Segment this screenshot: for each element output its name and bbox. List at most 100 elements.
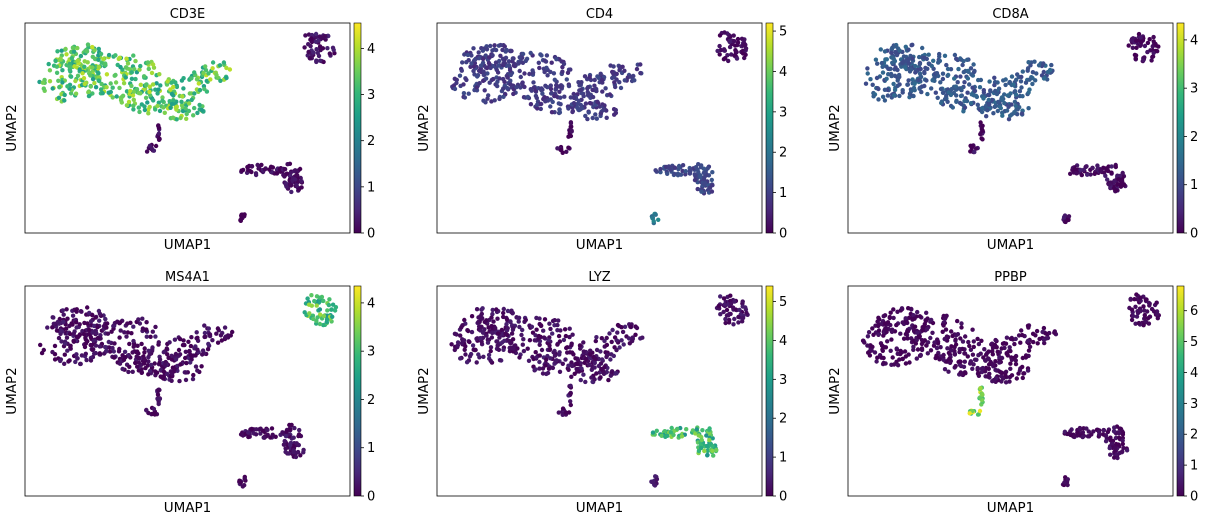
cell-point xyxy=(96,46,102,52)
cell-point xyxy=(601,107,606,113)
cell-point xyxy=(550,365,555,370)
cell-point xyxy=(133,76,138,82)
cell-point xyxy=(665,171,670,176)
cell-point xyxy=(947,356,952,361)
cell-point xyxy=(528,102,534,107)
cell-point xyxy=(200,348,206,353)
cell-point xyxy=(566,134,571,139)
colorbar-tick-label: 1 xyxy=(1190,178,1198,193)
cell-point xyxy=(469,53,474,58)
colorbar-tick-label: 2 xyxy=(1190,428,1198,443)
cell-point xyxy=(882,98,888,103)
cell-point xyxy=(1052,329,1058,334)
cell-point xyxy=(594,347,600,353)
cell-point xyxy=(289,189,294,195)
cell-point xyxy=(199,364,204,369)
cell-point xyxy=(1120,438,1125,443)
cell-point xyxy=(81,76,87,81)
cell-point xyxy=(1113,164,1119,170)
cell-point xyxy=(579,91,584,96)
cell-point xyxy=(1114,441,1119,447)
cell-point xyxy=(1027,344,1033,349)
cell-point xyxy=(976,341,982,347)
cell-point xyxy=(614,347,619,353)
cell-point xyxy=(565,70,571,76)
cell-point xyxy=(535,106,540,111)
cell-point xyxy=(181,86,186,91)
cell-point xyxy=(533,350,538,355)
cell-point xyxy=(870,326,875,331)
panel-title: PPBP xyxy=(994,270,1027,285)
cell-point xyxy=(474,360,479,365)
cell-point xyxy=(1121,182,1127,188)
cell-point xyxy=(1007,345,1012,350)
cell-point xyxy=(131,103,136,109)
cell-point xyxy=(50,325,55,330)
cell-point xyxy=(1120,441,1126,447)
cell-point xyxy=(653,168,658,173)
cell-point xyxy=(1011,82,1016,87)
cell-point xyxy=(1033,333,1038,338)
cell-point xyxy=(590,115,595,121)
cell-point xyxy=(542,58,547,63)
cell-point xyxy=(715,48,720,54)
cell-point xyxy=(633,332,638,337)
cell-point xyxy=(460,60,465,65)
cell-point xyxy=(143,365,148,371)
cell-point xyxy=(558,84,564,90)
cell-point xyxy=(189,335,194,340)
cell-point xyxy=(1026,106,1031,111)
cell-point xyxy=(558,328,563,333)
cell-point xyxy=(895,351,900,356)
cell-point xyxy=(721,47,727,52)
cell-point xyxy=(66,359,71,364)
cell-point xyxy=(566,106,571,111)
cell-point xyxy=(543,99,548,104)
colorbar-tick-label: 3 xyxy=(1190,397,1198,412)
cell-point xyxy=(740,315,746,321)
cell-point xyxy=(165,79,170,84)
cell-point xyxy=(1133,38,1139,43)
cell-point xyxy=(915,330,920,335)
cell-point xyxy=(88,342,93,348)
cell-point xyxy=(321,313,327,319)
cell-point xyxy=(62,341,68,346)
cell-point xyxy=(1000,97,1005,103)
cell-point xyxy=(166,355,171,361)
cluster-small-strip xyxy=(1061,213,1072,225)
cell-point xyxy=(77,67,82,72)
cell-point xyxy=(137,67,142,72)
cell-point xyxy=(1113,446,1118,451)
cell-point xyxy=(912,81,917,87)
cell-point xyxy=(1072,166,1077,172)
cell-point xyxy=(653,211,658,217)
cell-point xyxy=(559,147,564,153)
cell-point xyxy=(72,64,77,69)
cell-point xyxy=(206,341,211,347)
cell-point xyxy=(699,445,704,451)
cluster-t-cell-island xyxy=(449,306,645,385)
cell-point xyxy=(557,369,563,374)
cell-point xyxy=(894,346,899,351)
cell-point xyxy=(955,318,960,324)
cell-point xyxy=(86,332,91,337)
cell-point xyxy=(520,342,525,347)
cell-point xyxy=(977,408,983,414)
cell-point xyxy=(1141,58,1146,63)
cell-point xyxy=(151,98,156,103)
cell-point xyxy=(221,60,227,65)
cell-point xyxy=(481,69,486,74)
cell-point xyxy=(1138,35,1143,40)
cell-point xyxy=(1041,69,1047,75)
cell-point xyxy=(707,437,712,443)
cell-point xyxy=(294,172,299,178)
cell-point xyxy=(940,329,945,334)
panel-title: LYZ xyxy=(588,270,610,285)
cell-point xyxy=(172,367,177,372)
cell-point xyxy=(124,103,130,108)
cell-point xyxy=(1023,80,1029,85)
cell-point xyxy=(678,172,684,177)
cell-point xyxy=(563,410,569,415)
cell-point xyxy=(177,336,183,342)
cluster-small-strip xyxy=(649,211,661,226)
